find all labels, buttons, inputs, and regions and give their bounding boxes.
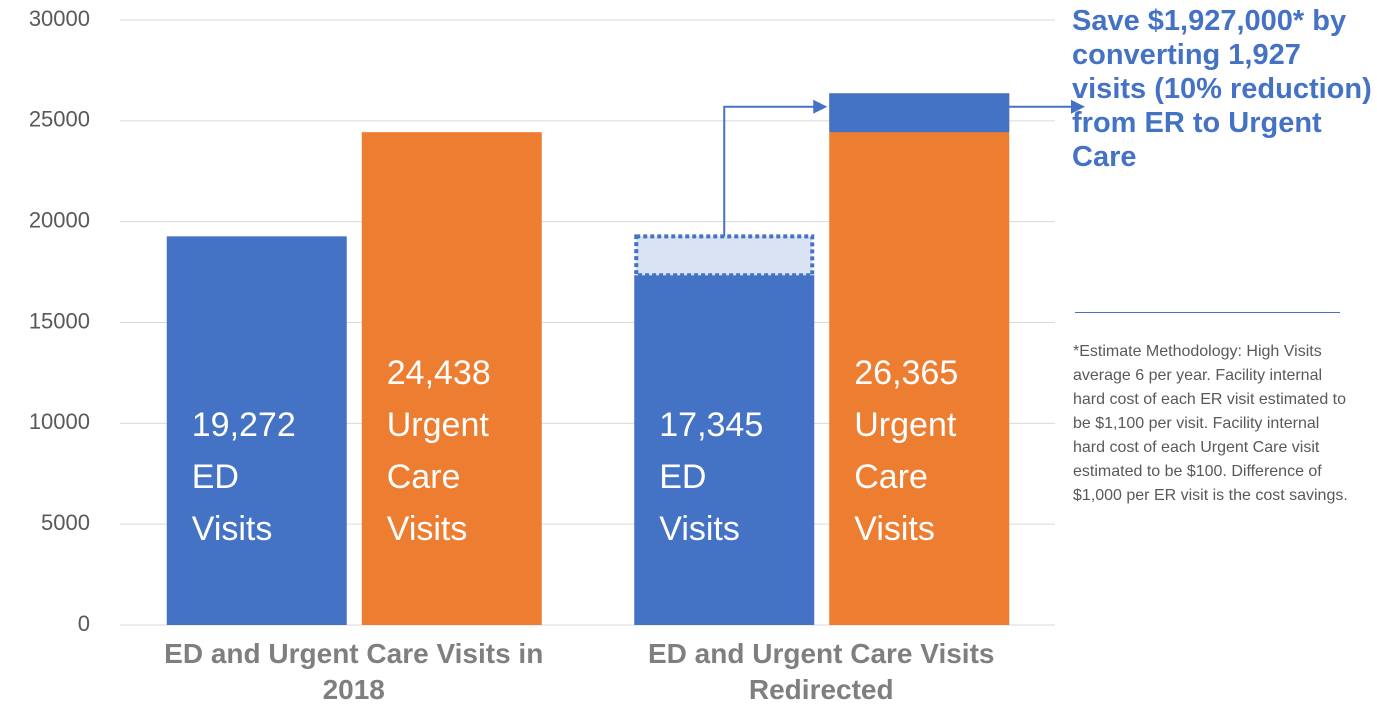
bar-label: 24,438 Urgent Care Visits (387, 347, 522, 555)
bar (166, 236, 347, 625)
divider (1075, 312, 1340, 313)
redirect-arrow (723, 105, 818, 237)
bar (634, 275, 815, 625)
y-tick-label: 5000 (41, 510, 90, 535)
x-axis-label: ED and Urgent Care Visits in 2018 (164, 638, 544, 705)
bar (361, 132, 542, 626)
y-tick-label: 30000 (29, 6, 90, 31)
series-label: ED Visits (191, 458, 273, 548)
converted-segment (829, 93, 1010, 133)
arrow-head (1071, 99, 1085, 114)
y-tick-label: 10000 (29, 409, 90, 434)
y-tick-label: 15000 (29, 308, 90, 333)
value-label: 24,438 (386, 354, 491, 392)
y-tick-label: 20000 (29, 207, 90, 232)
x-axis-label: ED and Urgent Care Visits Redirected (648, 638, 995, 705)
series-label: ED Visits (659, 458, 740, 548)
annotation: Save $1,927,000* by converting 1,927 vis… (1072, 5, 1372, 173)
value-label: 26,365 (854, 354, 959, 392)
converted-ghost (634, 234, 815, 278)
value-label: 17,345 (659, 406, 764, 444)
bar-label: 17,345 ED Visits (659, 399, 794, 555)
arrow-head (813, 99, 828, 114)
y-tick-label: 0 (78, 611, 90, 636)
bar (829, 93, 1010, 625)
bar-label: 26,365 Urgent Care Visits (854, 347, 989, 555)
y-tick-label: 25000 (29, 107, 90, 132)
value-label: 19,272 (191, 406, 296, 444)
series-label: Urgent Care Visits (854, 406, 957, 548)
series-label: Urgent Care Visits (386, 406, 489, 548)
bar-label: 19,272 ED Visits (192, 399, 327, 555)
footnote: *Estimate Methodology: High Visits avera… (1073, 343, 1348, 504)
